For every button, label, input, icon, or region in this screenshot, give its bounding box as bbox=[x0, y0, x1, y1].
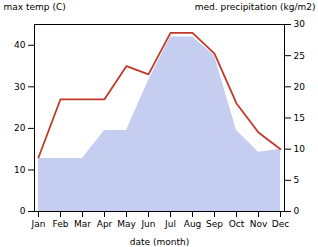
svg-text:15: 15 bbox=[294, 113, 305, 123]
svg-text:Mar: Mar bbox=[74, 219, 91, 229]
svg-text:Dec: Dec bbox=[272, 219, 289, 229]
svg-text:date (month): date (month) bbox=[130, 237, 189, 247]
svg-text:0: 0 bbox=[20, 206, 26, 216]
svg-text:0: 0 bbox=[294, 206, 300, 216]
svg-text:40: 40 bbox=[14, 40, 26, 50]
svg-text:Oct: Oct bbox=[229, 219, 245, 229]
svg-text:Jul: Jul bbox=[164, 219, 176, 229]
svg-text:med. precipitation (kg/m2): med. precipitation (kg/m2) bbox=[195, 2, 316, 12]
svg-text:Sep: Sep bbox=[206, 219, 223, 229]
svg-text:20: 20 bbox=[294, 82, 306, 92]
svg-text:Apr: Apr bbox=[97, 219, 113, 229]
svg-text:30: 30 bbox=[294, 19, 306, 29]
svg-text:Jan: Jan bbox=[31, 219, 46, 229]
svg-text:Nov: Nov bbox=[250, 219, 268, 229]
svg-text:20: 20 bbox=[14, 123, 26, 133]
svg-text:Jun: Jun bbox=[140, 219, 155, 229]
svg-text:Aug: Aug bbox=[184, 219, 202, 229]
svg-text:10: 10 bbox=[14, 165, 26, 175]
svg-text:May: May bbox=[117, 219, 136, 229]
svg-text:5: 5 bbox=[294, 175, 300, 185]
svg-text:25: 25 bbox=[294, 51, 305, 61]
svg-text:Feb: Feb bbox=[53, 219, 69, 229]
svg-text:max temp (C): max temp (C) bbox=[4, 2, 66, 12]
svg-text:10: 10 bbox=[294, 144, 306, 154]
svg-text:30: 30 bbox=[14, 82, 26, 92]
